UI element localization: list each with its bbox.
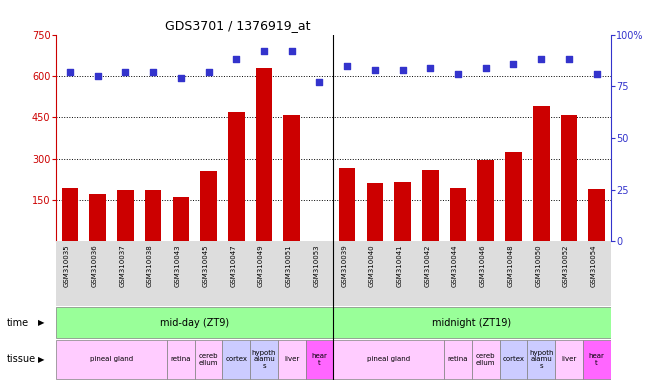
Bar: [278, 339, 306, 379]
Text: GSM310052: GSM310052: [563, 245, 569, 287]
Bar: [533, 106, 550, 241]
Point: [120, 69, 131, 75]
Bar: [339, 168, 356, 241]
Text: tissue: tissue: [7, 354, 36, 364]
Text: retina: retina: [447, 356, 469, 362]
Text: GSM310046: GSM310046: [480, 245, 486, 287]
Bar: [477, 160, 494, 241]
Bar: [394, 182, 411, 241]
Bar: [527, 339, 555, 379]
Text: midnight (ZT19): midnight (ZT19): [432, 318, 512, 328]
Point: [65, 69, 75, 75]
Text: mid-day (ZT9): mid-day (ZT9): [160, 318, 229, 328]
Point: [314, 79, 325, 85]
Point: [425, 65, 436, 71]
Text: cortex: cortex: [225, 356, 248, 362]
Bar: [306, 339, 333, 379]
Text: GSM310041: GSM310041: [397, 245, 403, 287]
Point: [397, 67, 408, 73]
Point: [453, 71, 463, 77]
Bar: [333, 339, 444, 379]
Bar: [145, 190, 162, 241]
Text: cereb
ellum: cereb ellum: [476, 353, 496, 366]
Bar: [89, 194, 106, 241]
Bar: [117, 190, 134, 241]
Text: hypoth
alamu
s: hypoth alamu s: [251, 350, 277, 369]
Bar: [505, 152, 522, 241]
Text: GSM310036: GSM310036: [92, 245, 98, 287]
Text: time: time: [7, 318, 29, 328]
Text: ▶: ▶: [38, 318, 45, 327]
Bar: [200, 171, 217, 241]
Bar: [444, 339, 472, 379]
Point: [259, 48, 269, 54]
Text: hear
t: hear t: [589, 353, 605, 366]
Text: GSM310035: GSM310035: [64, 245, 70, 287]
Text: pineal gland: pineal gland: [90, 356, 133, 362]
Bar: [333, 307, 610, 338]
Text: hear
t: hear t: [312, 353, 327, 366]
Text: GSM310042: GSM310042: [424, 245, 430, 287]
Bar: [283, 114, 300, 241]
Point: [342, 63, 352, 69]
Text: GSM310043: GSM310043: [175, 245, 181, 287]
Bar: [250, 339, 278, 379]
Text: GDS3701 / 1376919_at: GDS3701 / 1376919_at: [165, 19, 310, 32]
Bar: [56, 307, 333, 338]
Text: pineal gland: pineal gland: [367, 356, 411, 362]
Text: GSM310037: GSM310037: [119, 245, 125, 287]
Text: liver: liver: [561, 356, 577, 362]
Text: GSM310040: GSM310040: [369, 245, 375, 287]
Text: hypoth
alamu
s: hypoth alamu s: [529, 350, 554, 369]
Bar: [449, 187, 467, 241]
Bar: [560, 114, 578, 241]
Bar: [588, 189, 605, 241]
Point: [203, 69, 214, 75]
Text: GSM310039: GSM310039: [341, 245, 347, 287]
Text: liver: liver: [284, 356, 300, 362]
Point: [176, 75, 186, 81]
Bar: [195, 339, 222, 379]
Bar: [61, 187, 79, 241]
Text: GSM310051: GSM310051: [286, 245, 292, 287]
Bar: [366, 184, 383, 241]
Point: [92, 73, 103, 79]
Text: GSM310054: GSM310054: [591, 245, 597, 287]
Bar: [172, 197, 189, 241]
Bar: [500, 339, 527, 379]
Point: [536, 56, 546, 63]
Point: [508, 60, 519, 66]
Bar: [167, 339, 195, 379]
Point: [286, 48, 297, 54]
Bar: [255, 68, 273, 241]
Text: GSM310045: GSM310045: [203, 245, 209, 287]
Bar: [228, 112, 245, 241]
Text: GSM310050: GSM310050: [535, 245, 541, 287]
Bar: [555, 339, 583, 379]
Bar: [422, 170, 439, 241]
Bar: [583, 339, 610, 379]
Text: cortex: cortex: [502, 356, 525, 362]
Text: GSM310047: GSM310047: [230, 245, 236, 287]
Text: GSM310053: GSM310053: [314, 245, 319, 287]
Text: retina: retina: [170, 356, 191, 362]
Bar: [472, 339, 500, 379]
Bar: [56, 339, 167, 379]
Text: GSM310048: GSM310048: [508, 245, 513, 287]
Text: GSM310044: GSM310044: [452, 245, 458, 287]
Point: [480, 65, 491, 71]
Point: [591, 71, 602, 77]
Text: GSM310038: GSM310038: [147, 245, 153, 287]
Text: cereb
ellum: cereb ellum: [199, 353, 218, 366]
Point: [370, 67, 380, 73]
Point: [231, 56, 242, 63]
Point: [564, 56, 574, 63]
Point: [148, 69, 158, 75]
Bar: [222, 339, 250, 379]
Text: ▶: ▶: [38, 355, 45, 364]
Text: GSM310049: GSM310049: [258, 245, 264, 287]
